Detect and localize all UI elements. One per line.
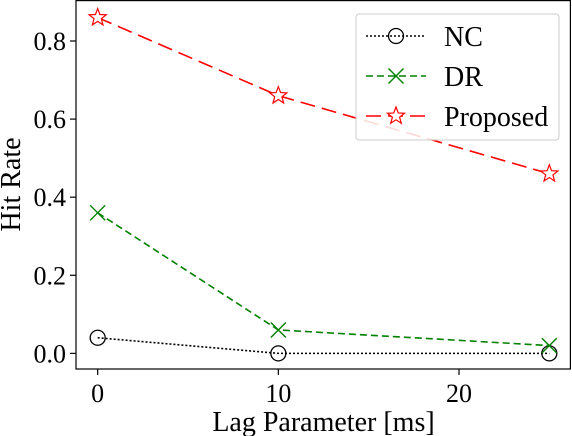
proposed-series — [87, 6, 560, 183]
legend-dr-marker — [388, 68, 404, 84]
dr-marker — [270, 321, 287, 338]
y-axis-ticks: 0.0 0.2 0.4 0.6 0.8 — [34, 27, 76, 368]
legend: NC DR Proposed — [355, 13, 560, 141]
axes-frame — [75, 0, 571, 370]
legend-item-dr: DR — [366, 62, 483, 93]
dr-marker — [541, 337, 558, 354]
y-tick-label: 0.4 — [34, 183, 67, 212]
dr-series — [89, 204, 558, 354]
y-axis-label: Hit Rate — [0, 137, 27, 231]
proposed-marker — [539, 163, 560, 183]
y-tick-label: 0.6 — [34, 105, 67, 134]
nc-series-line — [97, 336, 550, 355]
legend-item-proposed: Proposed — [366, 102, 548, 133]
legend-label-proposed: Proposed — [444, 102, 548, 133]
legend-label-dr: DR — [444, 62, 483, 93]
nc-marker — [270, 345, 287, 362]
nc-series — [89, 329, 558, 362]
legend-item-nc: NC — [366, 22, 483, 53]
x-tick-label: 20 — [446, 379, 472, 408]
dr-series-line — [97, 212, 550, 347]
legend-nc-marker — [387, 27, 405, 45]
nc-marker — [541, 345, 558, 362]
x-axis-label: Lag Parameter [ms] — [212, 407, 434, 436]
legend-label-nc: NC — [444, 22, 483, 53]
proposed-marker — [268, 84, 289, 105]
plot-area — [87, 6, 560, 362]
nc-marker — [89, 329, 106, 346]
proposed-marker — [87, 6, 108, 27]
x-axis-ticks: 0 10 20 — [91, 369, 472, 408]
y-tick-label: 0.0 — [34, 339, 67, 368]
dr-marker — [89, 204, 106, 221]
x-tick-label: 0 — [91, 379, 104, 408]
y-tick-label: 0.2 — [34, 261, 67, 290]
x-tick-label: 10 — [265, 379, 291, 408]
legend-box — [355, 13, 560, 141]
proposed-series-line — [97, 16, 550, 175]
legend-proposed-marker — [385, 105, 407, 125]
y-tick-label: 0.8 — [34, 27, 67, 56]
